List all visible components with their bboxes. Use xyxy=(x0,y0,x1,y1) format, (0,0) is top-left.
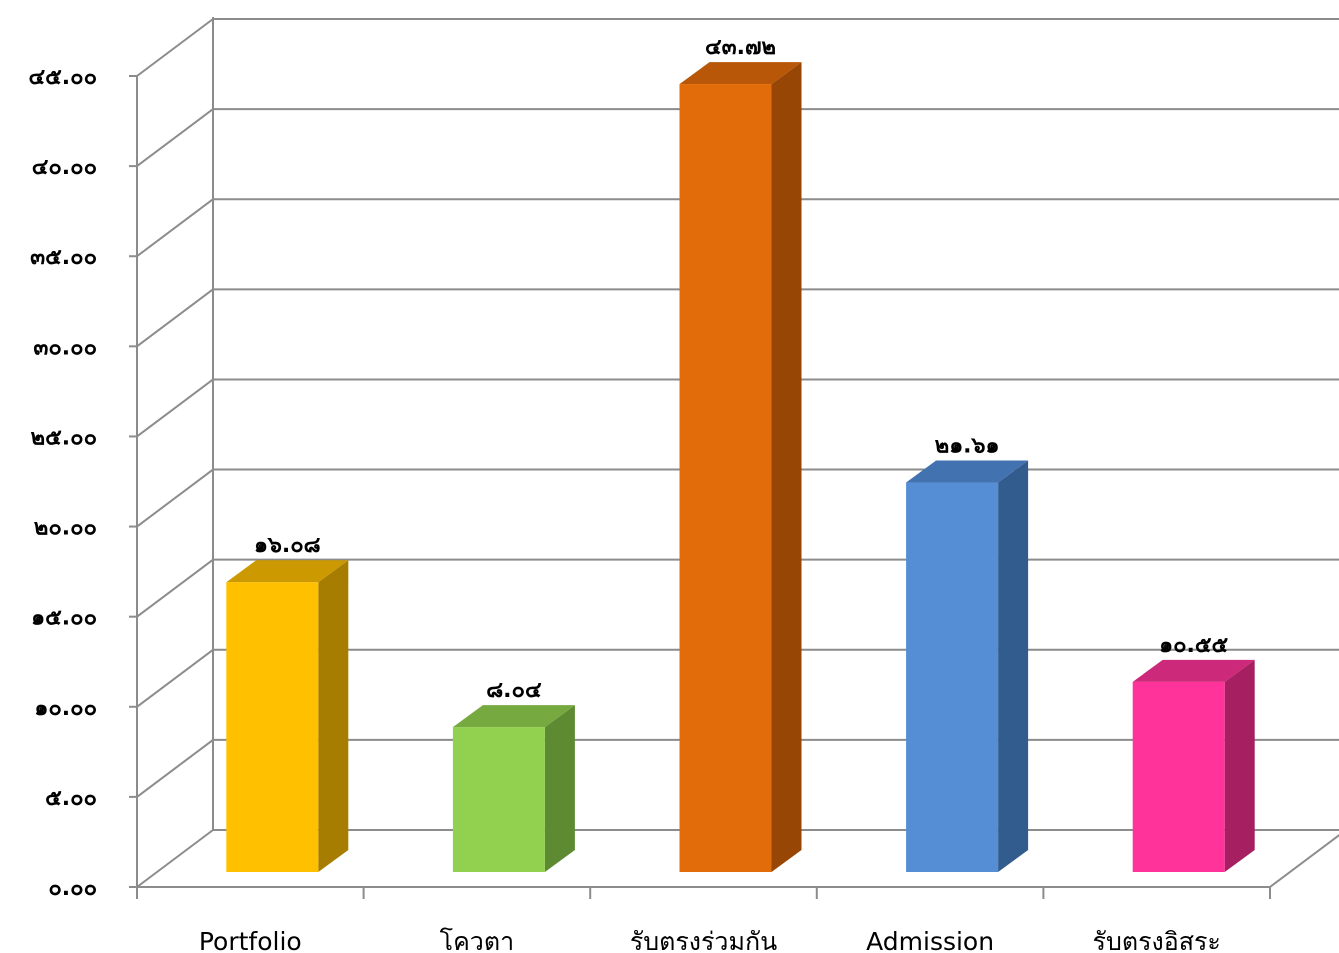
gridline-depth xyxy=(136,378,214,438)
axes: ๐.๐๐ ๕.๐๐ ๑๐.๐๐ ๑๕.๐๐ ๒๐.๐๐ ๒๕.๐๐ ๓๐.๐๐ ๓๕.๐๐ ๔๐… xyxy=(28,65,1339,901)
y-tick-label: ๔๕.๐๐ xyxy=(28,65,97,90)
y-tick-label: ๒๕.๐๐ xyxy=(31,425,97,450)
y-tick-label: ๓๐.๐๐ xyxy=(33,335,97,360)
gridline-depth xyxy=(136,468,214,528)
bar xyxy=(1132,659,1255,872)
gridline-depth xyxy=(136,108,214,167)
bar-top xyxy=(679,62,802,85)
gridline-depth xyxy=(136,829,214,888)
bar-top xyxy=(1132,659,1255,682)
y-tick-label: ๓๕.๐๐ xyxy=(30,245,97,270)
bars xyxy=(226,62,1255,873)
y-tick-label: ๕.๐๐ xyxy=(45,786,97,811)
x-tick-label: Admission xyxy=(866,927,994,953)
x-tick-label: โควตา xyxy=(440,927,514,953)
y-tick-label: ๔๐.๐๐ xyxy=(32,155,97,180)
data-label: ๒๑.๖๑ xyxy=(935,434,1000,459)
x-tick-label: รับตรงร่วมกัน xyxy=(630,927,777,953)
gridline-depth xyxy=(136,198,214,258)
data-label: ๑๖.๐๘ xyxy=(254,533,321,558)
bar xyxy=(226,560,349,872)
y-tick-label: ๒๐.๐๐ xyxy=(34,516,97,541)
gridline-depth xyxy=(136,648,214,708)
labels: Portfolio โควตา รับตรงร่วมกัน Admission รับต… xyxy=(199,35,1229,953)
bar-side xyxy=(1224,659,1255,872)
bar-front xyxy=(906,482,999,872)
data-label: ๔๓.๗๒ xyxy=(705,35,776,60)
bar xyxy=(679,62,802,873)
bar xyxy=(452,705,575,872)
y-tick-label: ๐.๐๐ xyxy=(48,876,97,901)
gridline-depth xyxy=(136,739,214,798)
bar xyxy=(906,460,1029,872)
gridline-depth xyxy=(136,558,214,618)
bar-side xyxy=(998,460,1029,872)
bar-front xyxy=(1132,681,1225,872)
gridline-depth xyxy=(136,288,214,348)
bar-top xyxy=(226,560,349,583)
bar-front xyxy=(226,582,319,872)
x-tick-label: รับตรงอิสระ xyxy=(1093,927,1221,953)
y-tick-label: ๑๐.๐๐ xyxy=(34,696,97,721)
y-tick-label: ๑๕.๐๐ xyxy=(31,606,97,631)
gridline-depth xyxy=(136,18,214,77)
bar-side xyxy=(544,705,575,872)
bar-front xyxy=(452,727,545,872)
bar-top xyxy=(452,705,575,728)
bar-top xyxy=(906,460,1029,483)
x-tick-label: Portfolio xyxy=(199,927,302,953)
floor-edge xyxy=(1269,834,1339,888)
data-label: ๘.๐๔ xyxy=(486,678,542,703)
bar-front xyxy=(679,84,772,873)
bar-side xyxy=(318,560,349,872)
bar-side xyxy=(771,62,802,873)
data-label: ๑๐.๕๕ xyxy=(1159,633,1228,658)
